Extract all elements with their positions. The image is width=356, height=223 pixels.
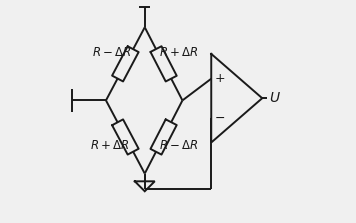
Text: $R+\Delta R$: $R+\Delta R$ (159, 46, 199, 59)
Text: −: − (215, 112, 225, 124)
Text: $R-\Delta R$: $R-\Delta R$ (92, 46, 132, 59)
Text: $R-\Delta R$: $R-\Delta R$ (159, 139, 199, 152)
Text: +: + (215, 72, 225, 85)
Text: $U$: $U$ (269, 91, 281, 105)
Text: $R+\Delta R$: $R+\Delta R$ (90, 139, 130, 152)
